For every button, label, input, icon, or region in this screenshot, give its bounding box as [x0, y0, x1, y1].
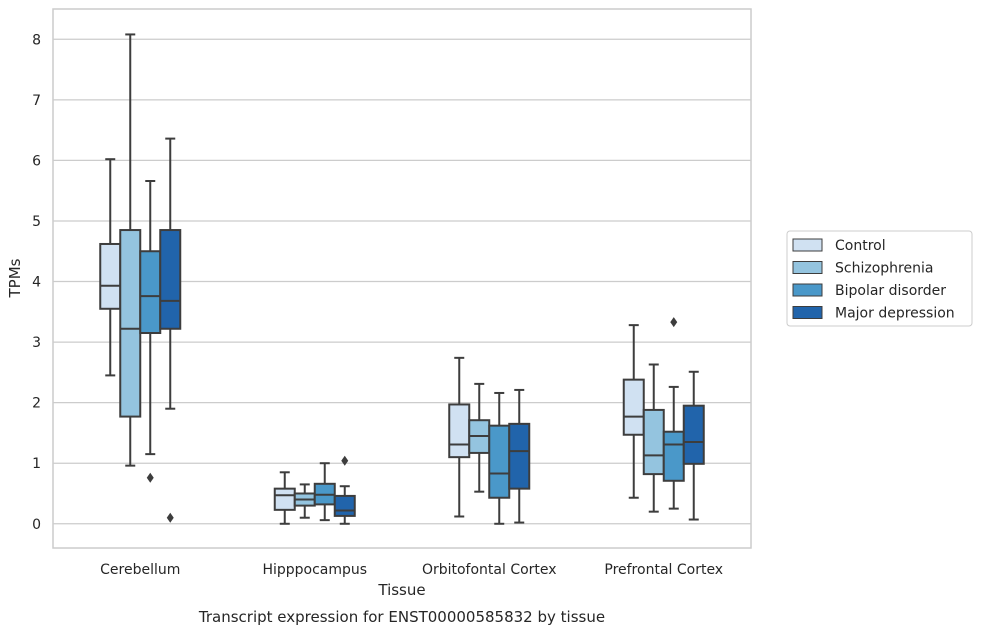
- box-schizophrenia: [642, 363, 665, 513]
- iqr-box: [448, 403, 471, 459]
- outlier-marker: [166, 512, 174, 523]
- iqr-box: [662, 430, 685, 482]
- x-tick-label: Cerebellum: [100, 562, 180, 578]
- x-tick-label: Prefrontal Cortex: [604, 562, 723, 578]
- plot-frame: [52, 8, 752, 549]
- y-tick-label: 8: [32, 32, 41, 48]
- legend-item: Schizophrenia: [792, 261, 933, 277]
- box-major-depression: [333, 455, 356, 525]
- y-tick-label: 3: [32, 335, 41, 351]
- legend-swatch: [792, 261, 823, 274]
- legend: Control Schizophrenia Bipolar disorder Majo…: [786, 230, 973, 327]
- legend-label: Bipolar disorder: [835, 283, 946, 299]
- legend-swatch: [792, 283, 823, 297]
- y-tick-label: 0: [32, 517, 41, 533]
- legend-frame: [786, 230, 973, 327]
- box-major-depression: [508, 388, 531, 524]
- y-axis-label: TPMs: [6, 258, 24, 298]
- legend-item: Bipolar disorder: [792, 283, 946, 299]
- box-bipolar-disorder: [488, 391, 511, 525]
- box-bipolar-disorder: [313, 462, 336, 522]
- iqr-box: [622, 378, 645, 436]
- iqr-box: [159, 229, 182, 330]
- iqr-box: [333, 494, 356, 517]
- legend-label: Schizophrenia: [835, 261, 933, 277]
- legend-item: Control: [792, 238, 886, 254]
- y-tick-label: 6: [32, 153, 41, 169]
- legend-swatch: [792, 238, 823, 252]
- x-axis-label: Tissue: [377, 581, 425, 599]
- y-tick-label: 2: [32, 396, 41, 412]
- y-tick-label: 7: [32, 93, 41, 109]
- y-tick-label: 5: [32, 214, 41, 230]
- y-tick-label: 4: [32, 275, 41, 291]
- box-control: [622, 324, 645, 499]
- box-major-depression: [682, 370, 705, 521]
- chart-caption: Transcript expression for ENST0000058583…: [198, 608, 605, 626]
- iqr-box: [682, 404, 705, 465]
- iqr-box: [508, 422, 531, 490]
- iqr-box: [642, 408, 665, 476]
- x-tick-label: Hipppocampus: [262, 562, 367, 578]
- legend-item: Major depression: [792, 306, 955, 322]
- iqr-box: [273, 487, 296, 511]
- iqr-box: [119, 229, 142, 418]
- legend-swatch: [792, 306, 823, 319]
- box-control: [448, 356, 471, 518]
- x-tick-label: Orbitofontal Cortex: [422, 562, 557, 578]
- iqr-box: [99, 242, 122, 310]
- box-major-depression: [159, 137, 182, 523]
- legend-label: Control: [835, 238, 886, 254]
- box-bipolar-disorder: [139, 179, 162, 483]
- box-bipolar-disorder: [662, 317, 685, 510]
- box-schizophrenia: [119, 33, 142, 467]
- iqr-box: [139, 250, 162, 335]
- outlier-marker: [146, 472, 154, 483]
- iqr-box: [488, 424, 511, 499]
- outlier-marker: [670, 317, 678, 328]
- legend-label: Major depression: [835, 306, 955, 322]
- y-tick-label: 1: [32, 456, 41, 472]
- outlier-marker: [341, 455, 349, 466]
